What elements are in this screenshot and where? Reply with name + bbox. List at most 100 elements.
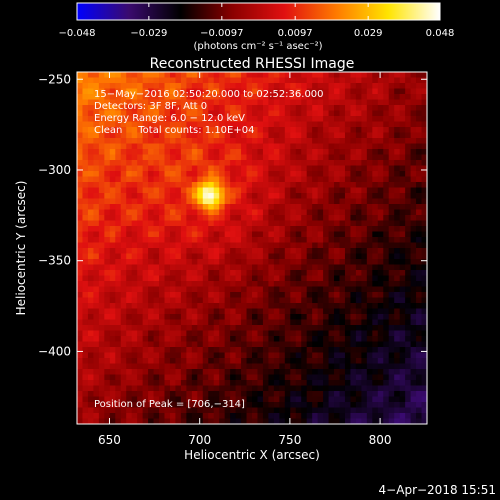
heatmap-cell xyxy=(273,94,280,101)
heatmap-cell xyxy=(169,237,177,244)
heatmap-cell xyxy=(323,132,330,139)
heatmap-cell xyxy=(290,99,297,106)
heatmap-cell xyxy=(159,165,166,172)
heatmap-cell xyxy=(82,94,89,101)
heatmap-cell xyxy=(301,308,308,315)
colorbar-tick-label: −0.048 xyxy=(58,28,95,39)
heatmap-cell xyxy=(410,176,417,183)
heatmap-cell xyxy=(394,292,401,299)
heatmap-cell xyxy=(82,391,89,398)
heatmap-cell xyxy=(350,160,357,167)
heatmap-cell xyxy=(350,231,357,238)
heatmap-cell xyxy=(197,325,204,332)
heatmap-cell xyxy=(224,297,231,304)
heatmap-cell xyxy=(137,396,144,403)
heatmap-cell xyxy=(191,270,198,277)
heatmap-cell xyxy=(137,407,144,414)
heatmap-cell xyxy=(142,72,149,79)
heatmap-cell xyxy=(104,182,111,189)
heatmap-cell xyxy=(137,105,144,112)
heatmap-cell xyxy=(388,193,395,200)
heatmap-cell xyxy=(421,413,427,420)
heatmap-cell xyxy=(115,204,122,211)
heatmap-cell xyxy=(104,347,111,354)
heatmap-cell xyxy=(410,358,417,365)
heatmap-cell xyxy=(120,396,127,403)
heatmap-cell xyxy=(262,116,270,123)
heatmap-cell xyxy=(246,407,253,414)
heatmap-cell xyxy=(394,72,401,79)
heatmap-cell xyxy=(323,231,330,238)
heatmap-cell xyxy=(246,363,253,370)
heatmap-cell xyxy=(372,253,379,260)
heatmap-cell xyxy=(197,165,204,172)
heatmap-cell xyxy=(366,88,373,95)
heatmap-cell xyxy=(224,358,231,365)
heatmap-cell xyxy=(164,385,171,392)
heatmap-cell xyxy=(388,138,395,145)
heatmap-cell xyxy=(180,407,187,414)
heatmap-cell xyxy=(180,418,187,424)
heatmap-cell xyxy=(317,391,324,398)
heatmap-cell xyxy=(241,72,248,79)
heatmap-cell xyxy=(301,138,308,145)
heatmap-cell xyxy=(377,374,384,381)
heatmap-cell xyxy=(208,286,215,293)
heatmap-cell xyxy=(399,193,406,200)
heatmap-cell xyxy=(410,105,417,112)
heatmap-cell xyxy=(394,127,401,134)
heatmap-cell xyxy=(355,292,362,299)
heatmap-cell xyxy=(202,226,209,233)
heatmap-cell xyxy=(213,237,220,244)
heatmap-cell xyxy=(87,303,95,310)
heatmap-cell xyxy=(115,72,122,79)
heatmap-cell xyxy=(169,292,177,299)
heatmap-cell xyxy=(273,314,280,321)
heatmap-cell xyxy=(197,319,204,326)
heatmap-cell xyxy=(262,413,270,420)
heatmap-cell xyxy=(219,325,226,332)
heatmap-cell xyxy=(377,171,384,178)
heatmap-cell xyxy=(388,209,395,216)
heatmap-cell xyxy=(350,237,357,244)
heatmap-cell xyxy=(224,149,231,156)
heatmap-cell xyxy=(383,396,390,403)
heatmap-cell xyxy=(164,165,171,172)
heatmap-cell xyxy=(191,391,198,398)
heatmap-cell xyxy=(339,292,346,299)
heatmap-cell xyxy=(410,336,417,343)
heatmap-cell xyxy=(126,215,133,222)
heatmap-cell xyxy=(213,297,220,304)
heatmap-cell xyxy=(126,413,133,420)
heatmap-cell xyxy=(180,297,187,304)
heatmap-cell xyxy=(164,187,171,194)
heatmap-cell xyxy=(252,292,259,299)
heatmap-cell xyxy=(295,138,302,145)
heatmap-cell xyxy=(295,127,302,134)
heatmap-cell xyxy=(394,132,401,139)
heatmap-cell xyxy=(109,281,116,288)
heatmap-cell xyxy=(388,292,395,299)
heatmap-cell xyxy=(82,374,89,381)
heatmap-cell xyxy=(224,248,231,255)
heatmap-cell xyxy=(186,127,193,134)
heatmap-cell xyxy=(77,99,84,106)
heatmap-cell xyxy=(82,319,89,326)
heatmap-cell xyxy=(87,160,95,167)
heatmap-cell xyxy=(197,413,204,420)
heatmap-cell xyxy=(153,369,160,376)
heatmap-cell xyxy=(328,363,335,370)
heatmap-cell xyxy=(361,215,368,222)
heatmap-cell xyxy=(159,358,166,365)
heatmap-cell xyxy=(104,215,111,222)
heatmap-cell xyxy=(131,385,138,392)
heatmap-cell xyxy=(350,369,357,376)
heatmap-cell xyxy=(306,171,313,178)
heatmap-cell xyxy=(202,116,209,123)
heatmap-cell xyxy=(153,380,160,387)
heatmap-cell xyxy=(301,83,308,90)
heatmap-cell xyxy=(115,187,122,194)
heatmap-cell xyxy=(175,330,182,337)
heatmap-cell xyxy=(224,143,231,150)
heatmap-cell xyxy=(421,215,427,222)
